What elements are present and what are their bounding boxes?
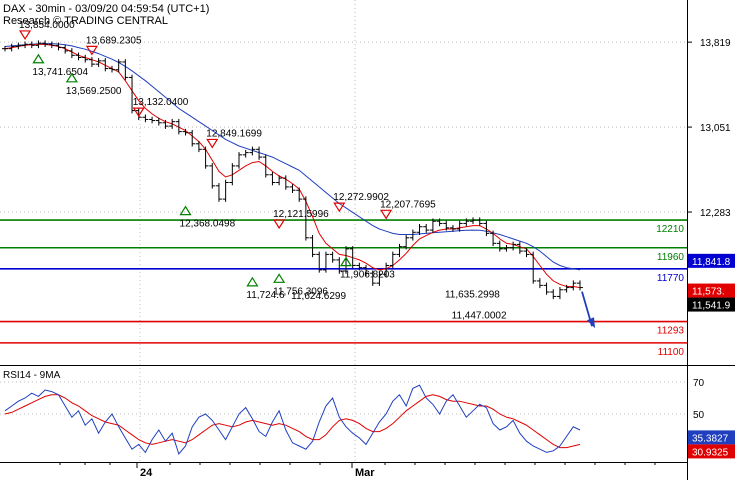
level-label: 11960 (657, 252, 685, 263)
pivot-high-marker (273, 219, 286, 230)
level-label-bg (648, 270, 686, 283)
pivot-low-label: 11,756.3096 (273, 286, 328, 297)
level-label: 11293 (657, 326, 685, 337)
pivot-low-marker (179, 205, 192, 216)
pivot-high-label: 13,854.0000 (19, 20, 75, 31)
price-panel (0, 0, 687, 365)
pivot-high-label: 12,849.1699 (206, 128, 262, 139)
price-tick-label: 12,283 (700, 208, 731, 219)
chart-subtitle: Research © TRADING CENTRAL (3, 15, 168, 27)
pivot-low-label: 11,906.8203 (340, 270, 395, 281)
pivot-high-label: 13,689.2305 (86, 35, 142, 46)
pivot-low-label: 13,741.6504 (32, 67, 88, 78)
pivot-high-label: 12,207.7695 (380, 199, 436, 210)
slow-moving-average (4, 43, 581, 271)
level-label: 12210 (656, 224, 684, 235)
chart-title: DAX - 30min - 03/09/20 04:59:54 (UTC+1) (3, 3, 209, 15)
pivot-high-label: 12,272.9902 (333, 192, 389, 203)
pivot-low-marker (246, 276, 259, 287)
rsi-tag (688, 430, 735, 445)
pivot-low-label: 12,368.0498 (180, 219, 236, 230)
rsi-line (4, 384, 581, 456)
price-layer (2, 40, 595, 329)
rsi-tag-label: 35.3827 (692, 433, 729, 444)
rsi-tick-label: 50 (693, 410, 705, 421)
level-label: 11770 (657, 273, 685, 284)
rsi-tick-label: 70 (693, 378, 705, 389)
pivot-high-marker (333, 202, 346, 213)
axis-layer: 13,819 13,051 12,283 70 50 24 Mar 11,841.8 11,57… (59, 38, 735, 479)
rsi-layer (4, 384, 581, 456)
fast-moving-average (4, 43, 581, 289)
level-label-bg (648, 222, 686, 235)
price-tag-label: 11,841.8 (692, 257, 731, 268)
rsi-tag-label: 30.9325 (692, 447, 729, 458)
level-label-bg (648, 344, 686, 357)
level-label: 11100 (658, 347, 685, 358)
pivot-high-marker (380, 209, 393, 220)
pivot-high-marker (18, 30, 32, 41)
pivot-high-label: 12,121.5996 (273, 209, 329, 220)
time-tick-label: 24 (140, 467, 153, 479)
level-label-bg (648, 249, 686, 262)
forecast-arrow-head (587, 317, 595, 329)
rsi-panel-title: RSI14 - 9MA (3, 370, 61, 381)
price-tag (688, 297, 735, 312)
pivot-low-marker (273, 273, 286, 283)
level-label-bg (648, 323, 686, 336)
pivot-low-label: 13,569.2500 (66, 86, 122, 97)
time-tick-label: Mar (355, 467, 375, 479)
price-label: 11,447.0002 (452, 310, 507, 321)
price-tick-label: 13,819 (700, 38, 731, 49)
price-tag-label: 11,573. (692, 287, 725, 298)
moving-average-layer (4, 43, 581, 289)
pivot-low-marker (339, 256, 353, 267)
pivot-high-label: 13,132.0400 (133, 97, 189, 108)
price-tag (688, 283, 735, 298)
pivot-low-marker (65, 72, 78, 83)
price-tag (688, 253, 735, 268)
pivot-high-marker (132, 107, 145, 118)
price-tick-label: 13,051 (700, 123, 731, 134)
rsi-tag (688, 444, 735, 459)
annotation-layer: 13,854.0000 13,689.2305 13,741.6504 13,569.… (18, 20, 507, 321)
pivot-low-marker (32, 53, 45, 64)
price-tag-label: 11,541.9 (692, 301, 731, 312)
pivot-high-marker (206, 138, 219, 149)
pivot-low-label: 11,724.6 (246, 290, 285, 301)
rsi-panel (0, 366, 687, 462)
price-label: 11,624.6299 (291, 291, 346, 302)
pivot-high-marker (85, 45, 99, 56)
price-label: 11,635.2998 (445, 290, 500, 301)
